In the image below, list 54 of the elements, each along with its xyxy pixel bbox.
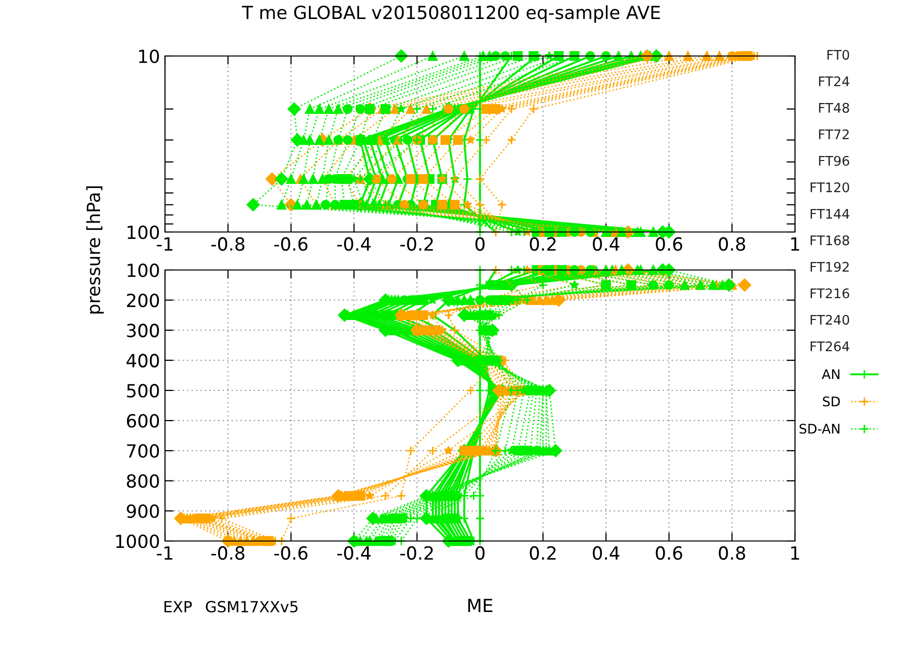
text: FT0 [827,50,850,60]
y-tick-label: 10 [139,49,159,64]
x-tick-label: 0.2 [530,546,556,560]
y-tick-label: 800 [126,474,159,488]
y-tick-label: 200 [127,294,159,308]
text: FT216 [810,288,850,298]
x-tick-label: -0.4 [337,237,371,251]
legend-label: SD [822,396,840,406]
x-axis-title: ME [468,598,492,612]
y-tick-label: 1000 [116,534,159,548]
x-tick-label: -0.8 [211,237,244,251]
text: FT192 [810,262,849,272]
text: FT144 [810,209,850,219]
x-tick-label: -0.8 [211,546,244,560]
x-tick-label: 0.8 [718,237,746,251]
x-tick-label: 0 [475,546,485,560]
x-tick-label: 0.4 [592,546,620,560]
y-tick-label: 400 [126,354,159,368]
x-tick-label: -0.4 [337,546,371,560]
x-tick-label: 0.2 [530,237,556,251]
y-tick-label: 700 [127,444,159,458]
chart-title: T me GLOBAL v201508011200 eq-sample AVE [242,5,660,23]
y-tick-label: 500 [127,384,159,398]
x-tick-label: 1 [791,237,800,251]
text: EXP [164,601,192,612]
text: FT168 [810,235,850,246]
text: FT96 [819,156,850,166]
y-tick-label: 100 [128,263,159,278]
text: FT240 [810,314,850,325]
legend-label: AN [822,369,840,379]
y-tick-label: 600 [126,414,159,428]
x-tick-label: -0.6 [274,237,308,251]
x-tick-label: -0.2 [400,237,433,251]
text: FT72 [819,129,849,140]
y-axis-title: pressure [hPa] [86,186,104,314]
x-tick-label: -1 [156,237,172,251]
y-tick-label: 300 [127,324,159,338]
text: GSM17XXv5 [206,600,298,612]
x-tick-label: 0.6 [656,237,682,251]
x-tick-label: -0.6 [274,546,308,560]
x-tick-label: 0.8 [718,546,746,560]
text: FT48 [819,102,850,113]
x-tick-label: 0.6 [656,546,682,560]
x-tick-label: -0.2 [400,546,433,560]
text: FT264 [810,341,850,352]
text: FT24 [819,76,850,86]
legend-label: SD-AN [800,424,840,434]
x-tick-label: -1 [156,546,172,560]
text: FT120 [810,182,850,192]
y-tick-label: 900 [126,504,159,518]
y-tick-label: 100 [128,225,159,240]
x-tick-label: 0.4 [592,237,620,251]
x-tick-label: 1 [791,546,800,560]
x-tick-label: 0 [475,237,485,251]
